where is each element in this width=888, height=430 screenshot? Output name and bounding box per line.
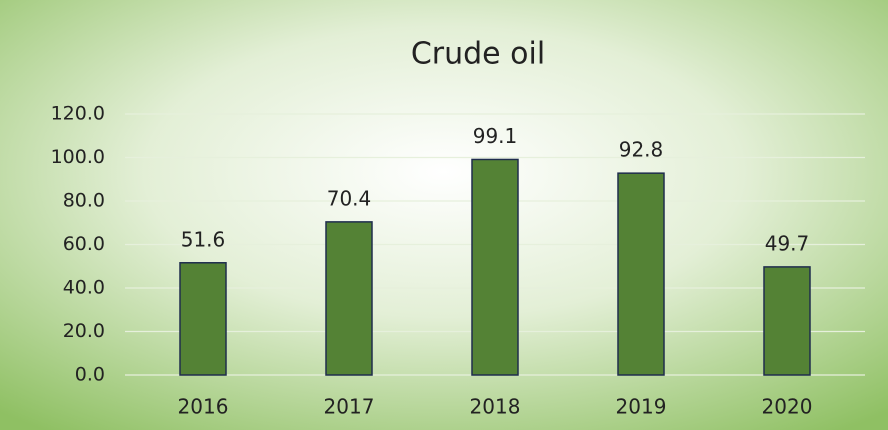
data-label: 92.8 [619,138,664,162]
y-tick-label: 60.0 [63,233,105,255]
bar [471,158,519,376]
bar [179,262,227,376]
data-label: 99.1 [473,124,518,148]
x-tick-label: 2020 [762,395,813,419]
y-tick-label: 80.0 [63,190,105,212]
y-tick-label: 0.0 [75,364,105,386]
y-tick-label: 20.0 [63,320,105,342]
y-tick-label: 120.0 [51,103,105,125]
x-tick-label: 2017 [324,395,375,419]
y-tick-label: 100.0 [51,146,105,168]
x-tick-label: 2016 [178,395,229,419]
y-tick-label: 40.0 [63,277,105,299]
chart-title: Crude oil [411,37,545,72]
data-label: 51.6 [181,227,226,251]
x-tick-label: 2018 [470,395,521,419]
bar [617,172,665,376]
bar [763,266,811,376]
data-label: 70.4 [327,186,372,210]
bar [325,221,373,376]
x-tick-label: 2019 [616,395,667,419]
data-label: 49.7 [765,231,810,255]
